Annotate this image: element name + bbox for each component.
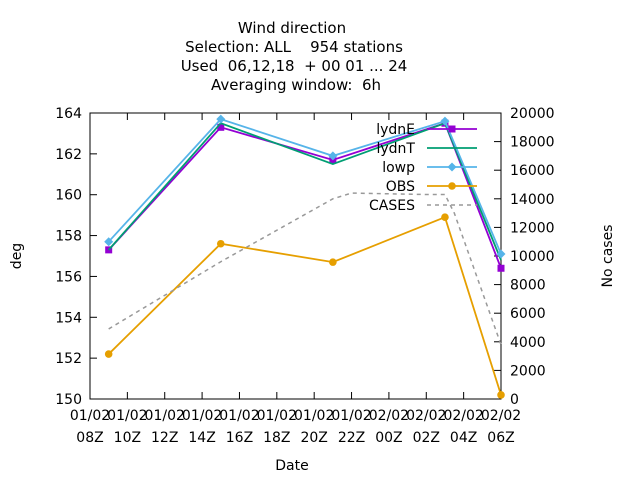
y-tick-label: 150 <box>55 392 82 408</box>
chart-title: Wind direction Selection: ALL 954 statio… <box>181 19 408 94</box>
data-point-lowp <box>440 116 450 126</box>
legend-label-lydne: lydnE <box>376 122 415 138</box>
y-tick-label: 152 <box>55 351 82 367</box>
y-tick-label: 160 <box>55 188 82 204</box>
x-tick-label-hour: 10Z <box>114 430 141 446</box>
series-line-lydnt <box>108 122 502 261</box>
legend-marker-lydne <box>448 125 456 133</box>
x-axis-ticks: 01/0208Z01/0210Z01/0212Z01/0214Z01/0216Z… <box>70 113 521 446</box>
title-line-1: Wind direction <box>238 19 346 37</box>
x-tick-label-date: 01/02 <box>219 408 259 424</box>
y2-tick-label: 14000 <box>510 192 555 208</box>
y-tick-label: 164 <box>55 106 82 122</box>
legend: lydnE lydnT lowp OBS CASES <box>369 122 477 214</box>
data-point-obs <box>104 350 113 358</box>
y2-tick-label: 4000 <box>510 335 546 351</box>
y2-tick-label: 12000 <box>510 220 555 236</box>
series-line-obs <box>108 215 502 396</box>
y2-tick-label: 20000 <box>510 106 555 122</box>
x-tick-label-date: 01/02 <box>257 408 297 424</box>
x-tick-label-date: 01/02 <box>331 408 371 424</box>
x-tick-label-date: 01/02 <box>182 408 222 424</box>
data-point-obs <box>497 391 505 399</box>
y2-tick-label: 8000 <box>510 278 546 294</box>
x-tick-label-hour: 00Z <box>375 430 402 446</box>
x-tick-label-date: 02/02 <box>406 408 446 424</box>
x-tick-label-date: 02/02 <box>481 408 521 424</box>
legend-marker-obs <box>448 182 456 190</box>
y-axis-label: deg <box>9 243 25 269</box>
y-tick-label: 156 <box>55 269 82 285</box>
y-tick-label: 158 <box>55 229 82 245</box>
data-point-obs <box>216 239 225 248</box>
x-tick-label-hour: 12Z <box>151 430 178 446</box>
y2-tick-label: 18000 <box>510 135 555 151</box>
title-line-3: Used 06,12,18 + 00 01 ... 24 <box>181 57 408 75</box>
title-line-2: Selection: ALL 954 stations <box>185 38 403 56</box>
data-point-lowp <box>496 249 506 259</box>
y2-tick-label: 0 <box>510 392 519 408</box>
x-tick-label-hour: 14Z <box>188 430 215 446</box>
data-point-obs <box>441 213 449 221</box>
series-group <box>104 114 506 399</box>
x-tick-label-hour: 06Z <box>487 430 514 446</box>
x-tick-label-hour: 20Z <box>300 430 327 446</box>
x-tick-label-date: 02/02 <box>369 408 409 424</box>
x-tick-label-date: 02/02 <box>443 408 483 424</box>
x-tick-label-date: 01/02 <box>70 408 110 424</box>
series-line-cases <box>108 192 502 345</box>
y2-tick-label: 2000 <box>510 363 546 379</box>
y2-axis-label: No cases <box>600 225 616 288</box>
x-tick-label-hour: 18Z <box>263 430 290 446</box>
series-line-lydne <box>108 122 502 269</box>
x-tick-label-hour: 08Z <box>76 430 103 446</box>
legend-label-cases: CASES <box>369 198 415 214</box>
y-tick-label: 154 <box>55 310 82 326</box>
legend-label-obs: OBS <box>386 179 415 195</box>
y-axis-right-ticks: 0 2000 4000 6000 8000 10000 12000 14000 16000 180… <box>494 106 555 408</box>
x-tick-label-date: 01/02 <box>294 408 334 424</box>
legend-label-lydnt: lydnT <box>377 141 416 157</box>
y-axis-left-ticks: 150 152 154 156 158 160 162 164 <box>55 106 97 408</box>
y2-tick-label: 16000 <box>510 163 555 179</box>
x-axis-label: Date <box>275 458 308 474</box>
data-point-obs <box>329 258 337 266</box>
y2-tick-label: 10000 <box>510 249 555 265</box>
legend-label-lowp: lowp <box>382 160 415 176</box>
y-tick-label: 162 <box>55 147 82 163</box>
data-point-lowp <box>104 237 114 247</box>
title-line-4: Averaging window: 6h <box>211 76 381 94</box>
legend-marker-lowp <box>447 162 457 172</box>
data-point-lydne <box>497 264 505 272</box>
x-tick-label-hour: 04Z <box>450 430 477 446</box>
x-tick-label-hour: 22Z <box>338 430 365 446</box>
y2-tick-label: 6000 <box>510 306 546 322</box>
x-tick-label-hour: 16Z <box>226 430 253 446</box>
data-point-lowp <box>216 114 226 124</box>
x-tick-label-date: 01/02 <box>107 408 147 424</box>
x-tick-label-date: 01/02 <box>145 408 185 424</box>
x-tick-label-hour: 02Z <box>413 430 440 446</box>
data-point-lydne <box>217 123 225 131</box>
data-point-lowp <box>328 151 338 161</box>
